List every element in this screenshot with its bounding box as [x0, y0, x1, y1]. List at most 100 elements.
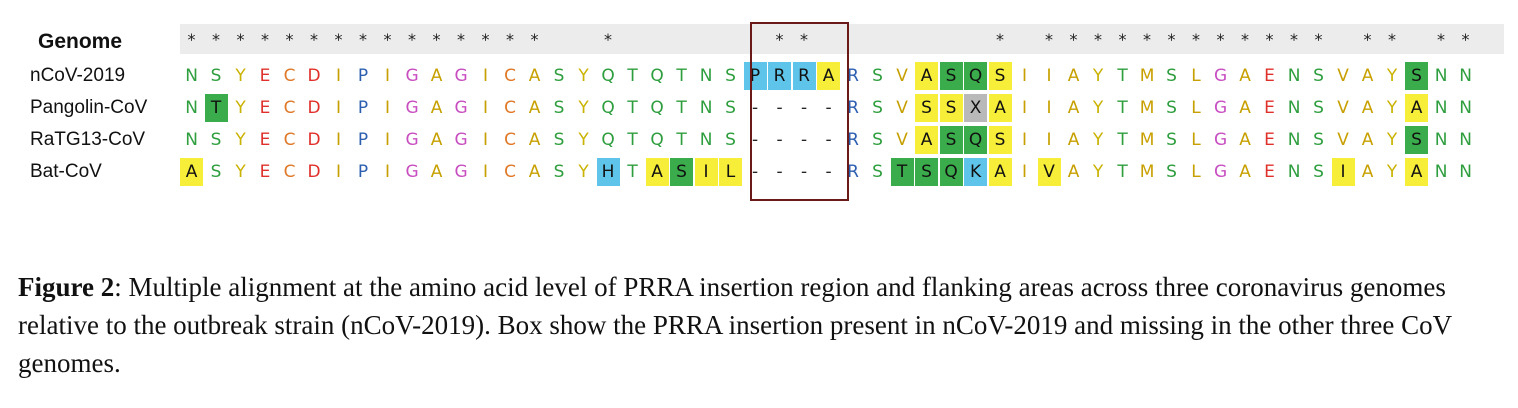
residue-cell: N — [1287, 66, 1301, 86]
residue-cell: A — [1361, 98, 1374, 118]
residue-cell: A — [430, 66, 443, 86]
sequence-name: nCoV-2019 — [30, 65, 126, 86]
residue-cell: N — [699, 66, 713, 86]
residue-cell: Y — [1386, 130, 1398, 150]
residue-cell: G — [454, 98, 468, 118]
residue-cell: N — [185, 66, 198, 86]
residue-cell: M — [1139, 130, 1155, 150]
residue-cell: N — [1434, 130, 1448, 150]
residue-cell: M — [1139, 98, 1155, 118]
conservation-star: * — [285, 30, 294, 49]
residue-cell: Q — [939, 158, 963, 186]
residue-cell: A — [430, 130, 443, 150]
residue-cell: I — [1022, 162, 1028, 182]
residue-cell: A — [1239, 130, 1251, 150]
residue-cell: Y — [1386, 66, 1398, 86]
residue-cell: L — [1191, 66, 1201, 86]
residue-cell: S — [988, 62, 1012, 90]
residue-cell: I — [336, 66, 342, 86]
residue-cell: E — [259, 66, 271, 86]
residue-cell: - — [800, 162, 808, 182]
residue-cell: I — [483, 66, 489, 86]
residue-cell: A — [1239, 162, 1251, 182]
residue-cell: Y — [578, 130, 589, 150]
residue-cell: N — [1287, 130, 1301, 150]
residue-cell: E — [259, 130, 271, 150]
residue-cell: E — [1264, 162, 1275, 182]
residue-cell: K — [964, 158, 988, 186]
residue-cell: S — [725, 98, 736, 118]
residue-cell: A — [1067, 66, 1080, 86]
residue-cell: V — [896, 130, 908, 150]
residue-cell: Y — [235, 98, 246, 118]
residue-cell: S — [1405, 126, 1429, 154]
residue-cell: S — [1166, 162, 1177, 182]
residue-cell: N — [699, 98, 713, 118]
conservation-star: * — [432, 30, 441, 49]
conservation-star: * — [1069, 30, 1078, 49]
residue-cell: R — [847, 130, 859, 150]
residue-cell: Y — [1092, 162, 1104, 182]
residue-cell: V — [1037, 158, 1061, 186]
residue-cell: Y — [1386, 98, 1398, 118]
residue-cell: Q — [650, 98, 664, 118]
residue-cell: - — [825, 98, 832, 118]
residue-cell: V — [1337, 66, 1349, 86]
residue-cell: V — [896, 66, 908, 86]
residue-cell: S — [872, 130, 883, 150]
conservation-star: * — [187, 30, 196, 49]
residue-cell: - — [751, 162, 759, 182]
residue-cell: T — [676, 130, 687, 150]
conservation-star: * — [236, 30, 245, 49]
residue-cell: A — [1405, 158, 1429, 186]
residue-cell: G — [405, 130, 419, 150]
residue-cell: S — [939, 126, 963, 154]
residue-cell: I — [385, 162, 391, 182]
residue-cell: T — [204, 94, 228, 122]
residue-cell: L — [1191, 162, 1201, 182]
residue-cell: S — [872, 162, 883, 182]
residue-cell: Q — [650, 66, 664, 86]
residue-cell: V — [1337, 130, 1349, 150]
residue-cell: S — [553, 162, 565, 182]
residue-cell: T — [627, 162, 638, 182]
residue-cell: A — [915, 62, 939, 90]
residue-cell: Q — [650, 130, 664, 150]
genome-column-header: Genome — [38, 30, 123, 53]
conservation-star: * — [506, 30, 515, 49]
residue-cell: T — [1117, 162, 1128, 182]
residue-cell: T — [1117, 130, 1128, 150]
conservation-star: * — [212, 30, 221, 49]
residue-cell: G — [1213, 66, 1228, 86]
conservation-star: * — [1363, 30, 1372, 49]
residue-cell: S — [725, 66, 736, 86]
residue-cell: P — [357, 98, 369, 118]
residue-cell: A — [528, 130, 541, 150]
residue-cell: P — [357, 130, 369, 150]
residue-cell: S — [1166, 66, 1177, 86]
sequence-name: Bat-CoV — [30, 161, 102, 182]
conservation-star: * — [1143, 30, 1152, 49]
residue-cell: A — [528, 66, 541, 86]
conservation-star: * — [383, 30, 392, 49]
conservation-star: * — [1290, 30, 1299, 49]
residue-cell: S — [1313, 130, 1324, 150]
residue-cell: Q — [601, 66, 615, 86]
conservation-bar — [180, 24, 1504, 54]
conservation-star: * — [334, 30, 343, 49]
residue-cell: G — [454, 162, 468, 182]
residue-cell: N — [699, 130, 713, 150]
residue-cell: T — [1117, 98, 1128, 118]
residue-cell: T — [627, 66, 638, 86]
residue-cell: A — [528, 162, 541, 182]
conservation-star: * — [1118, 30, 1127, 49]
residue-cell: G — [454, 130, 468, 150]
residue-cell: L — [719, 158, 743, 186]
conservation-star: * — [1265, 30, 1274, 49]
conservation-star: * — [310, 30, 319, 49]
residue-cell: E — [1264, 98, 1275, 118]
residue-cell: A — [1067, 162, 1080, 182]
residue-cell: I — [1022, 66, 1028, 86]
residue-cell: S — [210, 162, 222, 182]
